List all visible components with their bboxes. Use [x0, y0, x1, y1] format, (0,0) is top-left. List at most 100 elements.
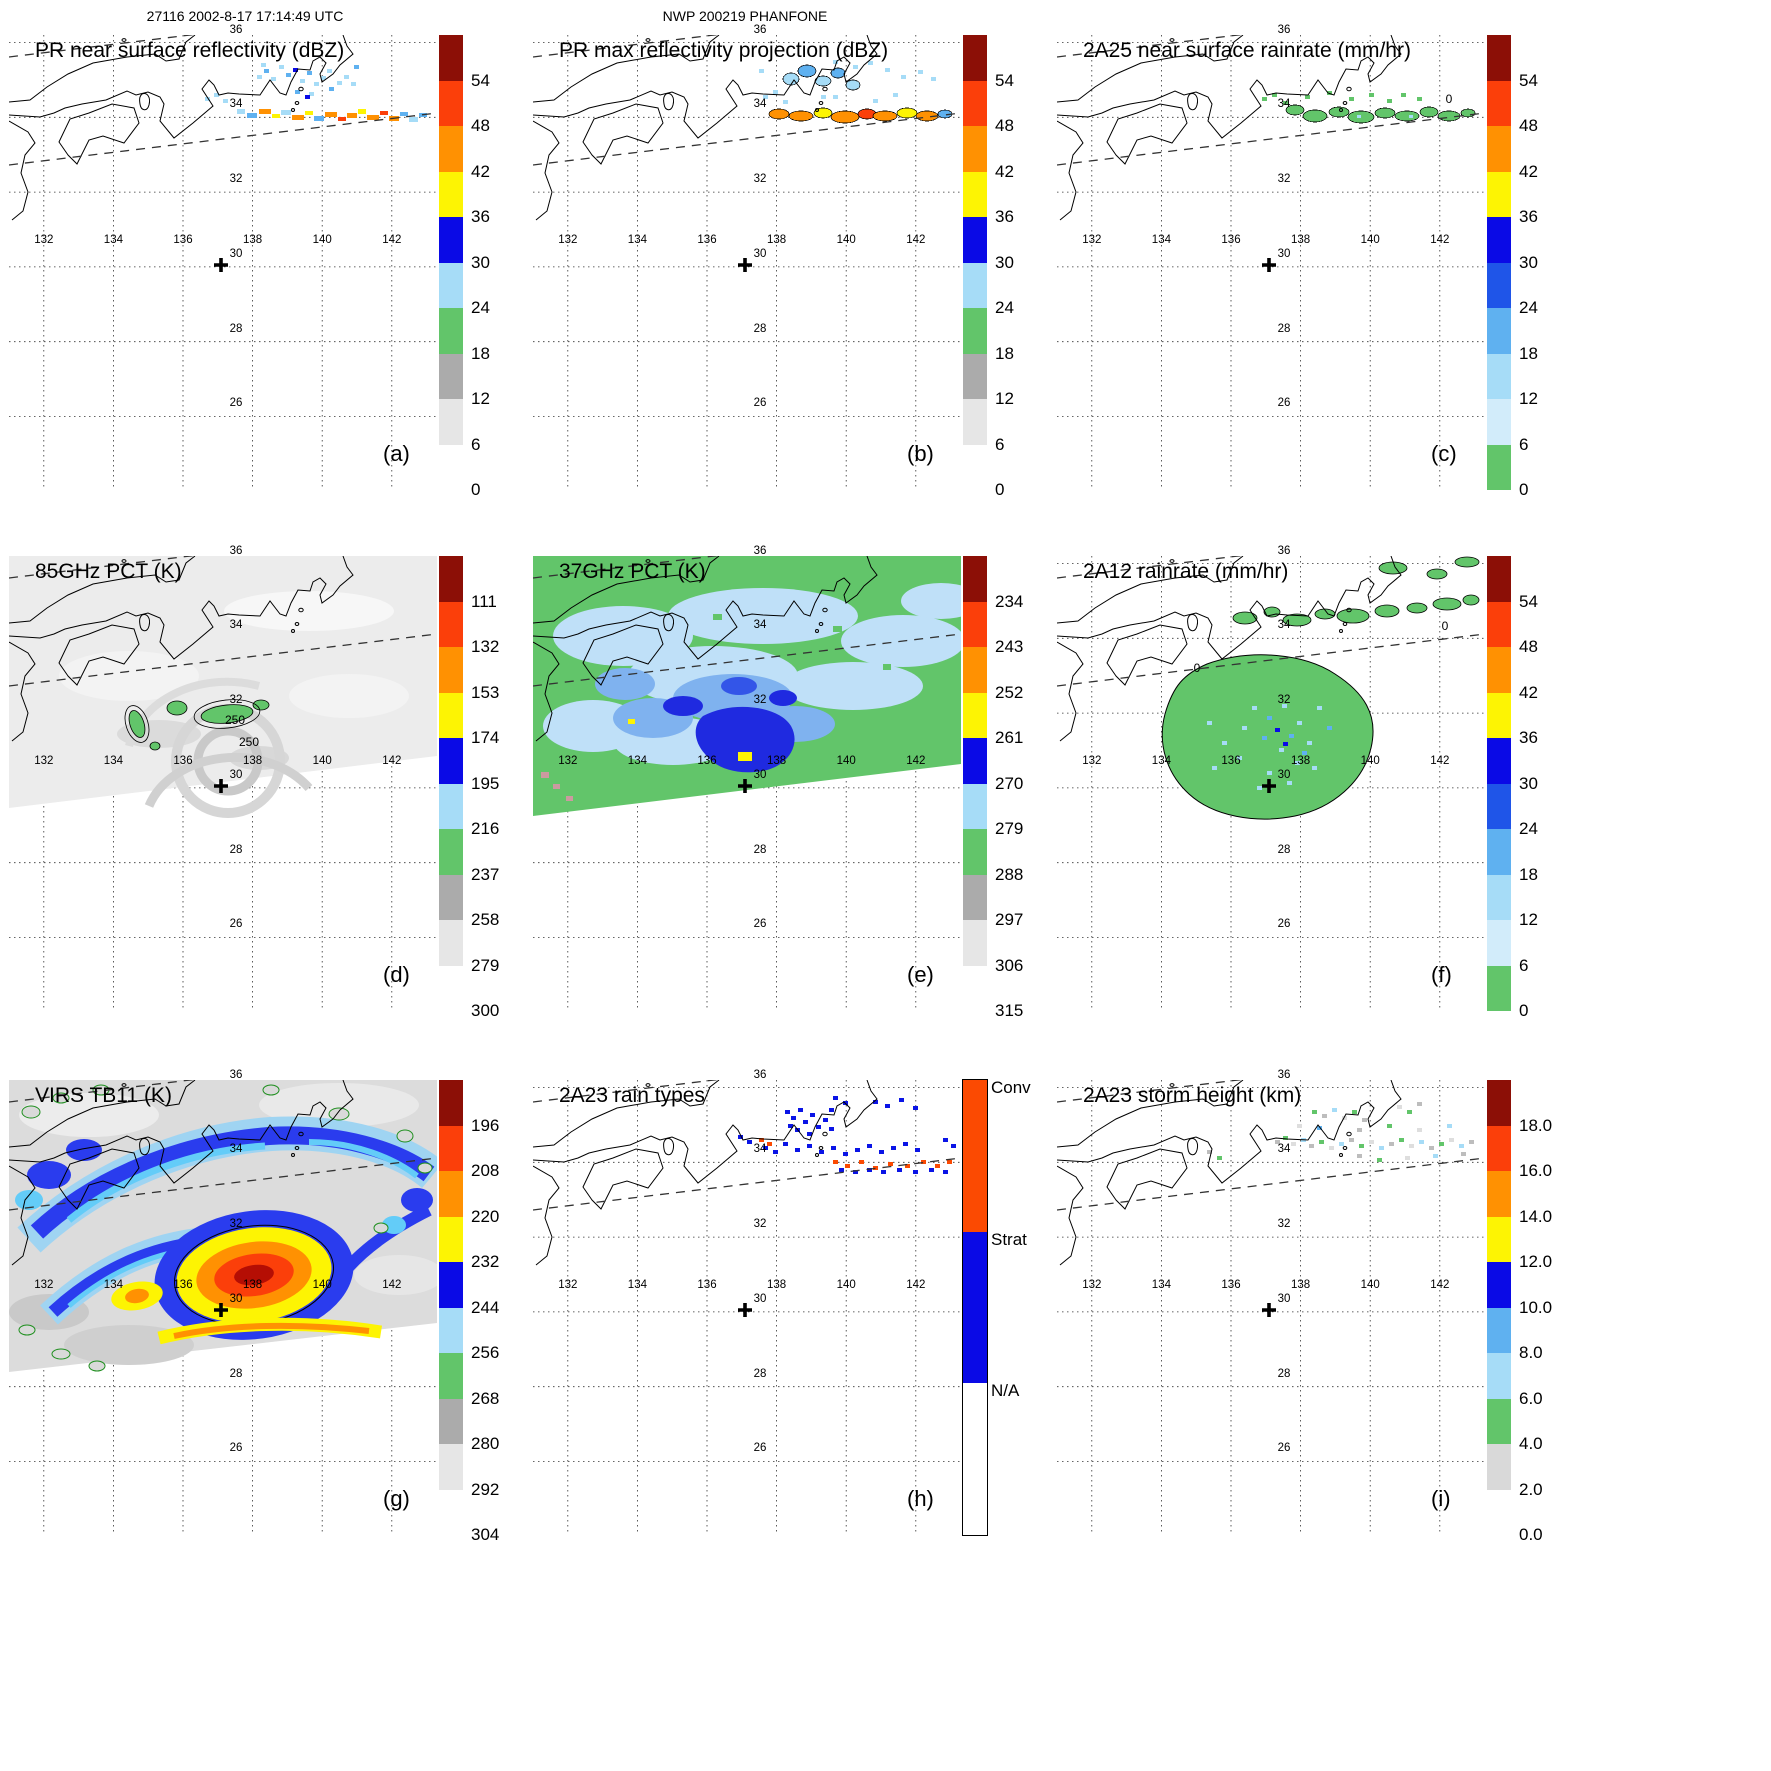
- colorbar-tick-label: 261: [995, 728, 1024, 747]
- lon-label: 134: [627, 234, 647, 246]
- lat-label: 26: [229, 397, 243, 410]
- coastline-japan: [1057, 1080, 1402, 1266]
- panel-a: 132 134 136 138 140 142 36 34 32 30 28 26 PR near s…: [9, 24, 437, 490]
- colorbar-pct37: 315 306 297 288 279 270 261 252 243 234: [963, 556, 1063, 1026]
- raintype-pixels: [738, 1096, 956, 1174]
- colorbar-tick-label: 18: [995, 343, 1014, 363]
- lon-label: 132: [558, 1279, 578, 1291]
- colorbar-tick-label: 216: [471, 819, 500, 838]
- lat-label: 30: [229, 1292, 243, 1305]
- colorbar-tick-label: 270: [995, 773, 1024, 793]
- lon-label: 134: [627, 755, 647, 767]
- map-panel-g: [9, 1080, 437, 1535]
- colorbar-tick-label: 18.0: [1519, 1115, 1553, 1135]
- lat-label: 28: [1277, 843, 1291, 856]
- lat-label: 30: [753, 1292, 767, 1305]
- colorbar-tick-label: 14.0: [1519, 1206, 1553, 1226]
- tmi-rain-field: [1161, 556, 1480, 820]
- pr-swath-edges: [9, 1080, 437, 1211]
- colorbar-tick-label: 174: [471, 728, 500, 747]
- colorbar-tick-label: 268: [471, 1388, 500, 1408]
- colorbar-pct85: 300 279 258 237 216 195 174 153 132 111: [439, 556, 539, 1026]
- lon-label: 136: [173, 234, 193, 246]
- lat-label: 26: [1277, 918, 1291, 931]
- orbit-timestamp: 27116 2002-8-17 17:14:49 UTC: [146, 8, 344, 24]
- lat-label: 36: [1277, 23, 1291, 36]
- lon-label: 138: [1291, 234, 1311, 246]
- colorbar-bar: [1487, 556, 1511, 1011]
- lon-label: 142: [1430, 1279, 1450, 1291]
- lon-label: 138: [1291, 755, 1311, 767]
- rainrate-cells: [1262, 91, 1476, 124]
- storm-center-marker: [738, 258, 752, 272]
- lon-label: 136: [697, 1279, 717, 1291]
- lon-label: 136: [697, 755, 717, 767]
- lat-label: 28: [753, 322, 767, 335]
- coastline-japan: [1057, 556, 1402, 742]
- grid-lines: [1057, 1080, 1485, 1535]
- colorbar-stormheight: 0.0 2.0 4.0 6.0 8.0 10.0 12.0 14.0 16.0 18.0: [1487, 1080, 1587, 1550]
- colorbar-tick-label: 256: [471, 1343, 500, 1362]
- storm-center-marker: [214, 1303, 228, 1317]
- colorbar-bar: [439, 1080, 463, 1535]
- lat-label: 26: [753, 397, 767, 410]
- colorbar-bar: [963, 556, 987, 1011]
- colorbar-rainrate-f: 0 6 12 18 24 30 36 42 48 54: [1487, 556, 1587, 1026]
- lat-label: 34: [753, 1143, 767, 1156]
- colorbar-reflectivity-a: 0 6 12 18 24 30 36 42 48 54: [439, 35, 539, 505]
- colorbar-tick-label: 234: [995, 591, 1024, 611]
- storm-center-marker: [1262, 779, 1276, 793]
- lat-label: 32: [753, 1218, 767, 1231]
- colorbar-tick-label: 0: [1519, 1001, 1529, 1020]
- panel-letter: (f): [1431, 962, 1452, 987]
- pr-maxref-echoes: [759, 60, 953, 124]
- map-panel-i: [1057, 1080, 1485, 1535]
- colorbar-tick-label: 24: [471, 298, 490, 317]
- lat-label: 28: [753, 843, 767, 856]
- lat-label: 28: [1277, 322, 1291, 335]
- lat-label: 28: [753, 1367, 767, 1380]
- lon-label: 140: [312, 755, 332, 767]
- colorbar-tick-label: 300: [471, 1001, 500, 1020]
- colorbar-tick-label: 36: [471, 207, 490, 226]
- lat-label: 26: [753, 1442, 767, 1455]
- map-panel-a: [9, 35, 437, 490]
- lon-label: 140: [312, 234, 332, 246]
- coastline-japan: [9, 1080, 354, 1266]
- pr-swath-edges: [9, 556, 437, 687]
- lat-label: 26: [1277, 397, 1291, 410]
- pr-swath-edges: [1057, 35, 1485, 166]
- contour-labels: 0: [1446, 92, 1453, 106]
- map-panel-f: 0 0: [1057, 556, 1485, 1011]
- colorbar-tick-label: 12.0: [1519, 1252, 1553, 1271]
- lat-label: 36: [1277, 544, 1291, 557]
- lat-label: 32: [229, 173, 243, 186]
- colorbar-tick-label: 10.0: [1519, 1297, 1553, 1317]
- lon-label: 138: [243, 755, 263, 767]
- colorbar-tick-label: 244: [471, 1297, 500, 1317]
- panel-letter: (e): [907, 962, 934, 987]
- colorbar-tick-label: 18: [1519, 343, 1538, 363]
- lon-label: 142: [906, 755, 926, 767]
- panel-letter: (d): [383, 962, 410, 987]
- lat-label: 34: [229, 98, 243, 111]
- colorbar-tick-label: 258: [471, 910, 500, 929]
- colorbar-tick-label: 36: [995, 207, 1014, 226]
- pct85-field: [9, 556, 437, 818]
- storm-center-marker: [1262, 1303, 1276, 1317]
- lon-label: 140: [836, 755, 856, 767]
- storm-title: NWP 200219 PHANFONE: [662, 8, 828, 24]
- lon-label: 142: [1430, 755, 1450, 767]
- lon-label: 134: [103, 755, 123, 767]
- lon-label: 136: [173, 755, 193, 767]
- panel-letter: (c): [1431, 441, 1457, 466]
- lat-label: 36: [1277, 1068, 1291, 1081]
- panel-title: 2A23 storm height (km): [1083, 1084, 1302, 1107]
- colorbar-tick-label: 54: [995, 70, 1014, 90]
- colorbar-tick-label: 279: [471, 955, 500, 975]
- lon-label: 142: [906, 234, 926, 246]
- colorbar-tick-label: 30: [995, 252, 1014, 272]
- stormheight-pixels: [1207, 1102, 1474, 1162]
- colorbar-tick-label: 12: [1519, 910, 1538, 929]
- colorbar-tick-label: 48: [995, 116, 1014, 135]
